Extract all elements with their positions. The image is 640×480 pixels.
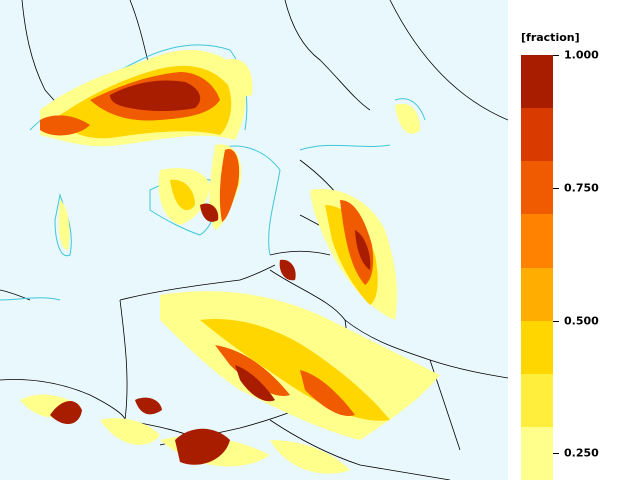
map-canvas (0, 0, 508, 480)
map-background (0, 0, 508, 480)
legend-tick-mark (553, 55, 559, 56)
legend-swatch (521, 426, 553, 480)
color-legend: [fraction] 1.000 0.750 0.500 0.250 (508, 0, 640, 480)
legend-tick-label: 0.500 (564, 314, 599, 328)
legend-tick-mark (553, 187, 559, 189)
legend-tick-mark (553, 453, 559, 455)
legend-tick-label: 0.750 (564, 181, 599, 195)
legend-tick-label: 1.000 (564, 48, 599, 62)
legend-tick-label: 0.250 (564, 446, 599, 460)
legend-swatch (521, 373, 553, 427)
legend-swatch (521, 161, 553, 215)
legend-swatch (521, 108, 553, 162)
legend-swatch (521, 214, 553, 268)
legend-title: [fraction] (521, 31, 580, 44)
snow-level-max (50, 80, 371, 465)
legend-swatch (521, 320, 553, 374)
legend-swatch (521, 267, 553, 321)
legend-colorbar (521, 55, 553, 480)
legend-swatch (521, 55, 553, 109)
legend-tick-mark (553, 320, 559, 322)
snow-fraction-map (0, 0, 508, 480)
